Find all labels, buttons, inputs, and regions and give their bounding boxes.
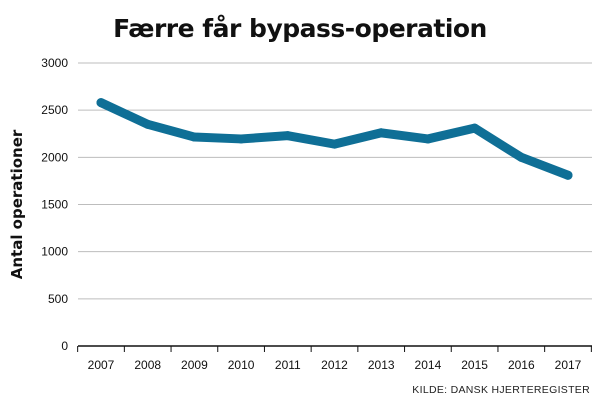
y-tick-label-1000: 1000 (41, 245, 68, 259)
y-tick-label-3000: 3000 (41, 56, 68, 70)
y-tick-label-500: 500 (48, 292, 68, 306)
data-series (96, 98, 573, 180)
x-tick-label-2017: 2017 (555, 358, 582, 372)
x-tick-label-2014: 2014 (415, 358, 442, 372)
y-tick-label-1500: 1500 (41, 198, 68, 212)
data-point-2007 (96, 98, 106, 108)
source-note: KILDE: DANSK HJERTEREGISTER (412, 384, 590, 396)
data-point-2012 (330, 139, 339, 149)
x-tick-labels: 2007 2008 2009 2010 2011 2012 2013 2014 2015 2016… (88, 358, 582, 372)
data-point-2016 (516, 152, 526, 162)
series-line-0 (96, 98, 573, 180)
y-tick-label-2500: 2500 (41, 103, 68, 117)
x-tick-label-2009: 2009 (181, 358, 208, 372)
x-tick-label-2012: 2012 (321, 358, 348, 372)
x-tick-label-2016: 2016 (508, 358, 535, 372)
data-point-2013 (376, 128, 386, 138)
x-tick-label-2010: 2010 (228, 358, 255, 372)
gridlines (78, 62, 592, 300)
y-tick-label-0: 0 (61, 339, 68, 353)
data-point-2010 (236, 134, 246, 144)
data-point-2008 (143, 119, 153, 129)
x-tick-label-2008: 2008 (134, 358, 161, 372)
data-point-2017 (563, 170, 573, 180)
data-point-2009 (189, 132, 199, 142)
chart-title: Færre får bypass-operation (113, 14, 487, 43)
x-tick-label-2011: 2011 (275, 358, 301, 372)
data-point-2011 (283, 131, 293, 141)
data-point-2015 (470, 123, 480, 133)
x-tick-label-2007: 2007 (88, 358, 115, 372)
y-axis-title: Antal operationer (8, 129, 26, 279)
axes (77, 345, 592, 352)
y-tick-label-2000: 2000 (41, 150, 68, 164)
y-tick-labels: 0 500 1000 1500 2000 2500 3000 (41, 56, 68, 353)
x-tick-label-2015: 2015 (461, 358, 488, 372)
x-tick-label-2013: 2013 (368, 358, 395, 372)
data-point-2014 (423, 134, 433, 144)
